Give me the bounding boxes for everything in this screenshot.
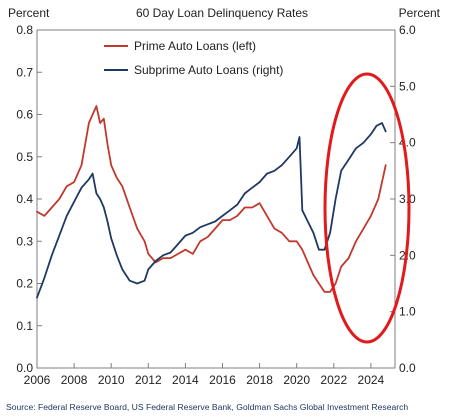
left-tick-label: 0.4 [16, 192, 33, 206]
legend: Prime Auto Loans (left) Subprime Auto Lo… [104, 39, 283, 77]
series-layer [36, 105, 387, 299]
x-tick-label: 2014 [172, 373, 199, 387]
x-axis-ticks: 2006 2008 2010 2012 2014 2016 2018 2020 2022 2024 [24, 363, 385, 387]
legend-label-prime: Prime Auto Loans (left) [134, 39, 256, 53]
x-tick-label: 2024 [358, 373, 385, 387]
x-tick-label: 2022 [320, 373, 347, 387]
source-note: Source: Federal Reserve Board, US Federa… [6, 402, 409, 412]
legend-label-subprime: Subprime Auto Loans (right) [134, 63, 283, 77]
left-tick-label: 0.8 [16, 23, 33, 37]
x-tick-label: 2016 [209, 373, 236, 387]
x-tick-label: 2012 [135, 373, 162, 387]
right-tick-label: 5.0 [399, 79, 416, 93]
left-tick-label: 0.6 [16, 108, 33, 122]
x-tick-label: 2008 [61, 373, 88, 387]
left-tick-label: 0.1 [16, 319, 33, 333]
chart-title: 60 Day Loan Delinquency Rates [136, 6, 308, 20]
x-tick-label: 2018 [246, 373, 273, 387]
x-tick-label: 2006 [24, 373, 51, 387]
highlight-ellipse [323, 72, 411, 344]
left-tick-label: 0.5 [16, 150, 33, 164]
series-line-prime [36, 105, 387, 293]
right-tick-label: 1.0 [399, 305, 416, 319]
right-axis-label: Percent [399, 6, 441, 20]
right-tick-label: 6.0 [399, 23, 416, 37]
right-axis-ticks: 0.01.02.03.04.05.06.0 [390, 23, 416, 375]
right-tick-label: 0.0 [399, 361, 416, 375]
left-tick-label: 0.3 [16, 234, 33, 248]
left-axis-label: Percent [8, 6, 50, 20]
left-tick-label: 0.7 [16, 65, 33, 79]
left-tick-label: 0.2 [16, 277, 33, 291]
series-line-subprime [36, 122, 387, 299]
x-tick-label: 2010 [98, 373, 125, 387]
x-tick-label: 2020 [283, 373, 310, 387]
left-tick-label: 0.0 [16, 361, 33, 375]
left-axis-ticks: 0.0 0.1 0.2 0.3 0.4 0.5 0.6 0.7 0.8 [16, 23, 42, 375]
